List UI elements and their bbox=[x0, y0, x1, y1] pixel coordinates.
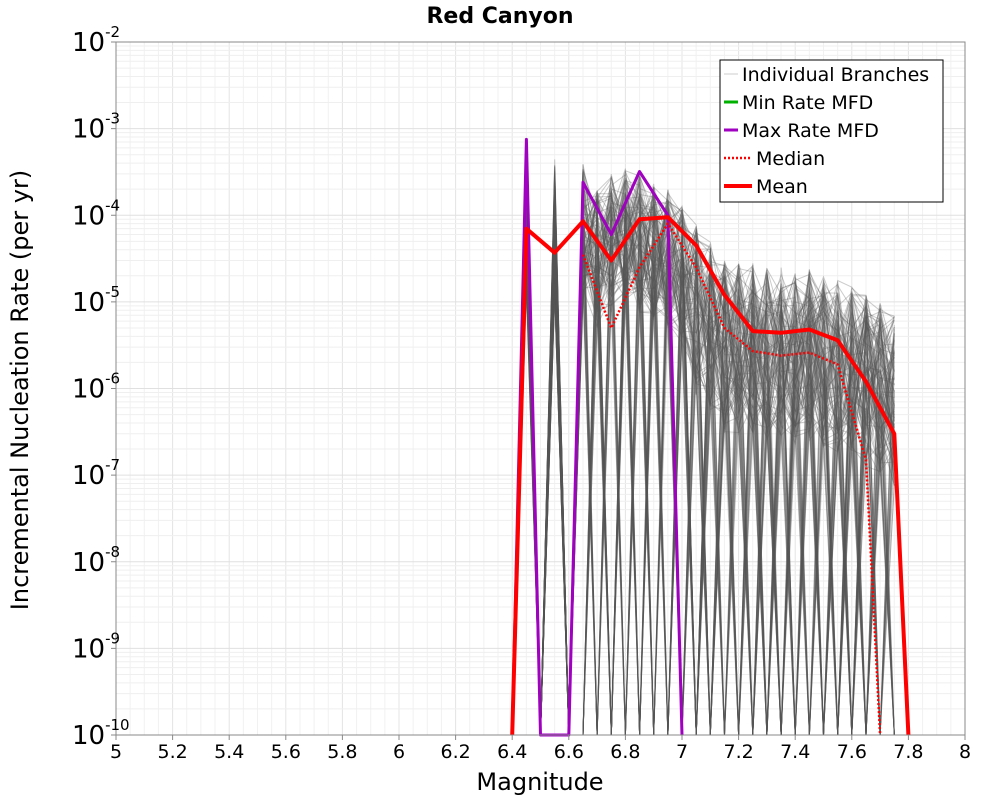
y-tick-exponent: -8 bbox=[105, 543, 120, 561]
x-tick-label: 5.6 bbox=[271, 741, 301, 763]
x-axis-ticks: 5 5.2 5.4 5.6 5.8 6 6.2 6.4 6.6 6.8 7 7.2 7.4 7.6 7.8 8 bbox=[110, 735, 971, 763]
y-tick-exponent: -10 bbox=[105, 716, 130, 734]
x-tick-label: 7.2 bbox=[723, 741, 753, 763]
y-axis-ticks: 10-210-310-410-510-610-710-810-910-10 bbox=[72, 23, 130, 751]
series-line-mean bbox=[510, 215, 911, 736]
legend-label: Median bbox=[756, 148, 825, 170]
x-tick-label: 6.4 bbox=[497, 741, 527, 763]
x-tick-label: 5.2 bbox=[157, 741, 187, 763]
x-tick-label: 6.8 bbox=[610, 741, 640, 763]
x-tick-label: 5.4 bbox=[214, 741, 244, 763]
branch-line bbox=[511, 196, 895, 736]
x-tick-label: 7.4 bbox=[780, 741, 810, 763]
y-tick-exponent: -2 bbox=[105, 23, 120, 41]
y-axis-label: Incremental Nucleation Rate (per yr) bbox=[6, 170, 34, 610]
y-tick-exponent: -7 bbox=[105, 456, 120, 474]
grid-lines bbox=[115, 42, 966, 736]
legend-box bbox=[719, 59, 944, 203]
x-tick-label: 5.8 bbox=[327, 741, 357, 763]
legend-label: Mean bbox=[756, 176, 808, 198]
y-tick-label: 10-10 bbox=[72, 716, 130, 751]
series-line-median bbox=[581, 222, 882, 736]
branch-line bbox=[511, 190, 895, 736]
x-tick-label: 7 bbox=[676, 741, 688, 763]
x-tick-label: 6.2 bbox=[440, 741, 470, 763]
y-tick-exponent: -3 bbox=[105, 110, 120, 128]
x-tick-label: 5 bbox=[110, 741, 122, 763]
x-tick-label: 7.8 bbox=[893, 741, 923, 763]
x-tick-label: 6.6 bbox=[554, 741, 584, 763]
y-tick-exponent: -9 bbox=[105, 629, 120, 647]
y-tick-exponent: -4 bbox=[105, 196, 120, 214]
x-tick-label: 8 bbox=[959, 741, 971, 763]
series-line-max-rate-mfd bbox=[510, 137, 684, 737]
x-tick-label: 7.6 bbox=[837, 741, 867, 763]
summary-series bbox=[510, 137, 911, 737]
legend: Individual Branches Min Rate MFD Max Rate … bbox=[719, 59, 944, 203]
x-tick-label: 6 bbox=[393, 741, 405, 763]
y-tick-exponent: -5 bbox=[105, 283, 120, 301]
legend-label: Min Rate MFD bbox=[742, 92, 873, 114]
chart-title: Red Canyon bbox=[426, 4, 573, 29]
legend-label: Max Rate MFD bbox=[742, 120, 879, 142]
x-axis-label: Magnitude bbox=[476, 768, 603, 796]
legend-label: Individual Branches bbox=[742, 64, 929, 86]
y-tick-exponent: -6 bbox=[105, 370, 120, 388]
y-tick-label: 10-7 bbox=[72, 456, 120, 491]
